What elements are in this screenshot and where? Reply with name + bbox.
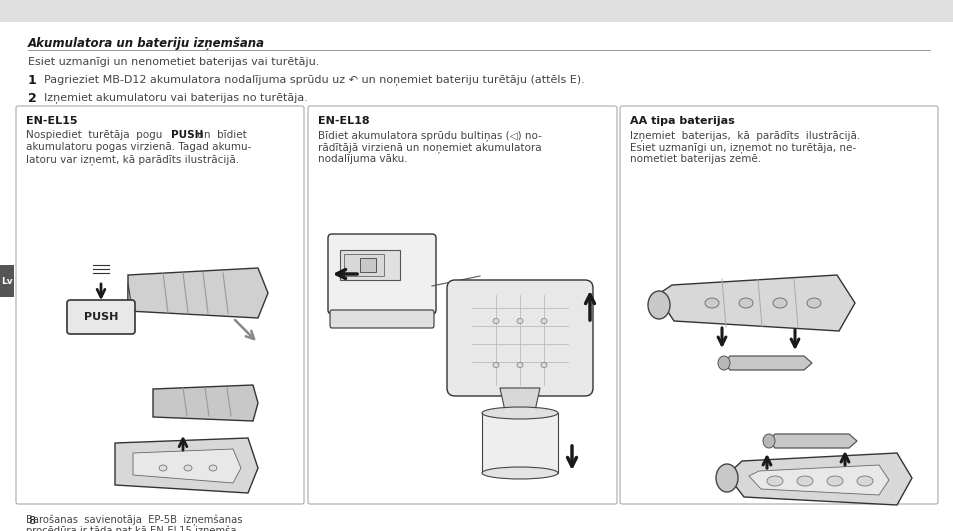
Ellipse shape: [540, 319, 546, 323]
Text: Izņemiet akumulatoru vai baterijas no turētāja.: Izņemiet akumulatoru vai baterijas no tu…: [44, 92, 308, 103]
Ellipse shape: [481, 467, 558, 479]
Text: EN-EL15: EN-EL15: [26, 116, 77, 126]
Text: rādītājā virzienā un noņemiet akumulatora: rādītājā virzienā un noņemiet akumulator…: [317, 142, 541, 153]
Polygon shape: [128, 268, 268, 318]
FancyBboxPatch shape: [67, 300, 135, 334]
FancyBboxPatch shape: [619, 106, 937, 504]
Ellipse shape: [766, 476, 782, 486]
FancyBboxPatch shape: [328, 234, 436, 314]
Text: Lv: Lv: [1, 277, 12, 286]
Text: PUSH: PUSH: [84, 312, 118, 322]
FancyBboxPatch shape: [308, 106, 617, 504]
Ellipse shape: [716, 464, 738, 492]
Polygon shape: [132, 449, 241, 483]
Text: Esiet uzmanīgi un, izņemot no turētāja, ne-: Esiet uzmanīgi un, izņemot no turētāja, …: [629, 142, 855, 153]
Text: PUSH: PUSH: [171, 130, 203, 140]
Polygon shape: [748, 465, 888, 495]
Polygon shape: [152, 385, 257, 421]
Ellipse shape: [772, 298, 786, 308]
Ellipse shape: [806, 298, 821, 308]
Ellipse shape: [517, 363, 522, 367]
Ellipse shape: [704, 298, 719, 308]
Polygon shape: [115, 438, 257, 493]
Text: nodalījuma vāku.: nodalījuma vāku.: [317, 154, 407, 164]
Text: Nospiediet  turētāja  pogu: Nospiediet turētāja pogu: [26, 130, 166, 140]
Text: Akumulatora un bateriju izņemšana: Akumulatora un bateriju izņemšana: [28, 37, 265, 50]
Bar: [339, 250, 399, 280]
Bar: [0, 0, 953, 22]
Text: akumulatoru pogas virzienā. Tagad akumu-: akumulatoru pogas virzienā. Tagad akumu-: [26, 142, 251, 152]
Text: Bīdiet akumulatora sprūdu bultiņas (◁) no-: Bīdiet akumulatora sprūdu bultiņas (◁) n…: [317, 130, 541, 141]
Text: latoru var izņemt, kā parādīts ilustrācijā.: latoru var izņemt, kā parādīts ilustrāci…: [26, 154, 239, 165]
Ellipse shape: [184, 465, 192, 471]
Ellipse shape: [762, 434, 774, 448]
Ellipse shape: [718, 356, 729, 370]
Polygon shape: [128, 283, 132, 325]
Text: un  bīdiet: un bīdiet: [193, 130, 247, 140]
FancyBboxPatch shape: [16, 106, 304, 504]
Ellipse shape: [493, 363, 498, 367]
Text: 2: 2: [28, 92, 37, 105]
Text: nometiet baterijas zemē.: nometiet baterijas zemē.: [629, 154, 760, 164]
Text: Izņemiet  baterijas,  kā  parādīts  ilustrācijā.: Izņemiet baterijas, kā parādīts ilustrāc…: [629, 130, 860, 141]
Polygon shape: [481, 413, 558, 473]
FancyBboxPatch shape: [447, 280, 593, 396]
Ellipse shape: [856, 476, 872, 486]
Ellipse shape: [209, 465, 216, 471]
Ellipse shape: [647, 291, 669, 319]
Polygon shape: [723, 356, 811, 370]
Ellipse shape: [739, 298, 752, 308]
Ellipse shape: [796, 476, 812, 486]
Ellipse shape: [517, 319, 522, 323]
FancyBboxPatch shape: [330, 310, 434, 328]
Bar: [0, 265, 14, 297]
Text: Esiet uzmanīgi un nenometiet baterijas vai turētāju.: Esiet uzmanīgi un nenometiet baterijas v…: [28, 57, 319, 67]
Polygon shape: [768, 434, 856, 448]
Text: 8: 8: [28, 516, 35, 526]
Text: Barošanas  savienotāja  EP-5B  izņemšanas: Barošanas savienotāja EP-5B izņemšanas: [26, 515, 242, 526]
Ellipse shape: [540, 363, 546, 367]
Ellipse shape: [493, 319, 498, 323]
Text: Pagrieziet MB-D12 akumulatora nodalījuma sprūdu uz ↶ un noņemiet bateriju turētā: Pagrieziet MB-D12 akumulatora nodalījuma…: [44, 74, 584, 85]
Polygon shape: [499, 388, 539, 411]
Bar: [359, 258, 375, 272]
Ellipse shape: [826, 476, 842, 486]
Text: EN-EL18: EN-EL18: [317, 116, 369, 126]
Text: 1: 1: [28, 74, 37, 87]
Ellipse shape: [481, 407, 558, 419]
Text: AA tipa baterijas: AA tipa baterijas: [629, 116, 734, 126]
Polygon shape: [657, 275, 854, 331]
Ellipse shape: [159, 465, 167, 471]
Text: procēdūra ir tāda pat kā EN-EL15 izņemša-: procēdūra ir tāda pat kā EN-EL15 izņemša…: [26, 526, 240, 531]
Polygon shape: [726, 453, 911, 505]
Bar: [344, 254, 384, 276]
